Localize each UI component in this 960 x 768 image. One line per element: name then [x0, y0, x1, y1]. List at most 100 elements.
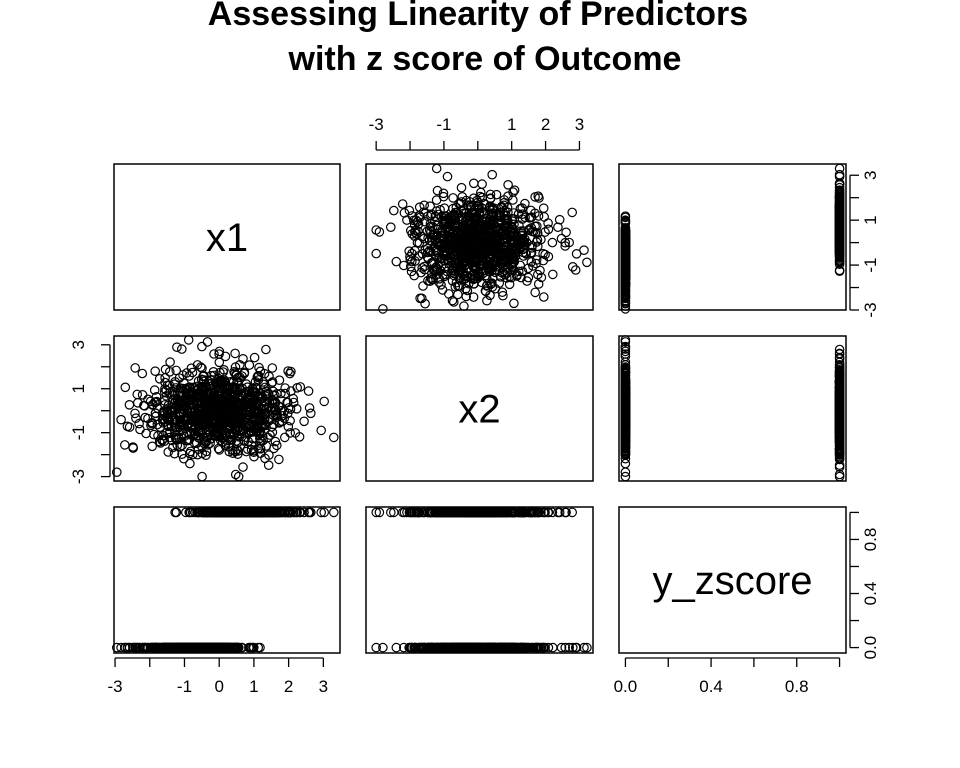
data-point: [404, 246, 414, 256]
data-point: [503, 216, 513, 226]
data-point: [511, 246, 521, 256]
data-point: [233, 642, 243, 653]
variable-label-x1: x1: [206, 216, 248, 260]
data-point: [137, 368, 148, 379]
data-point: [124, 399, 135, 410]
data-point: [261, 441, 272, 451]
data-point: [620, 346, 631, 357]
data-point: [465, 253, 475, 263]
chart-title-line1: Assessing Linearity of Predictors: [208, 0, 748, 33]
data-point: [177, 440, 187, 451]
data-point: [564, 237, 574, 248]
data-point: [834, 454, 845, 465]
data-point: [181, 395, 191, 406]
data-point: [194, 403, 205, 413]
data-point: [147, 642, 157, 653]
data-point: [475, 223, 485, 234]
data-point: [481, 216, 492, 226]
data-point: [567, 207, 577, 218]
data-point: [547, 237, 558, 248]
data-point: [228, 410, 238, 420]
data-point: [620, 388, 631, 399]
data-point: [438, 188, 449, 199]
data-point: [620, 212, 631, 223]
data-point: [834, 211, 845, 221]
panel-frame: [113, 506, 341, 654]
data-point: [249, 642, 259, 653]
data-point: [473, 201, 483, 211]
data-point: [472, 273, 483, 284]
data-point: [834, 227, 845, 237]
data-point: [141, 428, 151, 439]
data-point: [457, 192, 468, 202]
data-point: [516, 272, 526, 283]
data-point: [620, 215, 631, 225]
data-point: [418, 281, 428, 291]
data-point: [452, 207, 462, 218]
data-point: [169, 425, 180, 436]
data-point: [834, 259, 845, 269]
data-point: [834, 370, 845, 381]
data-point: [502, 267, 513, 278]
data-point: [498, 200, 509, 211]
data-point: [282, 408, 293, 419]
data-point: [425, 201, 435, 211]
data-point: [834, 231, 845, 242]
data-point: [171, 507, 182, 518]
data-point: [245, 392, 255, 402]
data-point: [571, 249, 582, 259]
data-point: [620, 285, 631, 295]
data-point: [620, 391, 631, 402]
data-point: [249, 352, 260, 363]
data-point: [509, 298, 519, 309]
data-point: [288, 507, 299, 518]
data-point: [164, 388, 175, 398]
data-point: [447, 295, 458, 306]
data-point: [834, 421, 845, 432]
data-point: [834, 390, 845, 400]
data-point: [259, 401, 270, 412]
data-point: [620, 233, 631, 244]
data-point: [834, 462, 845, 472]
data-point: [620, 458, 631, 469]
data-point: [620, 429, 631, 439]
data-point: [135, 424, 145, 435]
data-point: [532, 241, 543, 252]
data-point: [620, 304, 631, 314]
data-point: [620, 341, 631, 352]
data-point: [233, 429, 244, 439]
data-point: [205, 438, 215, 448]
data-point: [212, 408, 222, 419]
data-point: [316, 425, 326, 436]
data-point: [209, 392, 219, 403]
data-point: [282, 397, 293, 408]
data-point: [470, 232, 480, 242]
data-point: [620, 423, 631, 433]
data-point: [371, 248, 381, 259]
data-point: [487, 205, 498, 215]
panel-x1-vs-y_zscore: [618, 163, 847, 314]
data-point: [181, 507, 191, 518]
data-point: [151, 397, 161, 407]
data-point: [260, 507, 271, 518]
data-point: [620, 441, 631, 452]
data-point: [834, 386, 845, 396]
data-point: [130, 363, 140, 373]
data-point: [492, 241, 503, 251]
data-point: [169, 448, 180, 459]
data-point: [196, 409, 207, 419]
data-point: [206, 375, 216, 385]
data-point: [220, 388, 231, 399]
data-point: [462, 270, 473, 281]
data-point: [422, 252, 433, 263]
data-point: [448, 193, 458, 203]
data-point: [620, 274, 631, 285]
data-point: [294, 431, 305, 442]
data-point: [437, 285, 448, 295]
data-point: [197, 448, 208, 459]
data-point: [280, 388, 290, 399]
data-point: [197, 389, 208, 400]
data-point: [260, 419, 271, 429]
data-point: [270, 409, 281, 420]
